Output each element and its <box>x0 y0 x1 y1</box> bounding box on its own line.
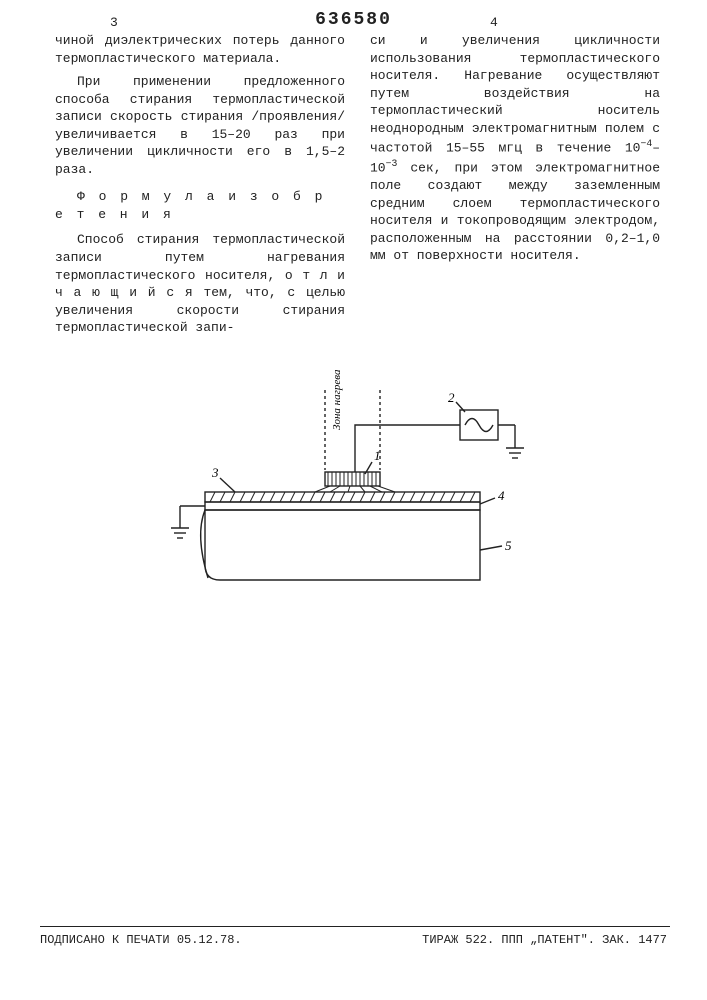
left-p1: чиной диэлектрических потерь данного тер… <box>55 32 345 67</box>
callout-3-line <box>220 478 235 492</box>
label-2: 2 <box>448 390 455 405</box>
label-1: 1 <box>374 448 381 463</box>
electrode-hatch <box>328 472 376 486</box>
label-5: 5 <box>505 538 512 553</box>
substrate-block <box>205 510 480 580</box>
left-p3: Способ стирания термопластической записи… <box>55 231 345 336</box>
right-column: си и увеличения цикличности использовани… <box>370 32 660 271</box>
field-lines <box>315 486 395 492</box>
sup-1: −4 <box>640 138 652 149</box>
footer-rule <box>40 926 670 927</box>
patent-number: 636580 <box>315 8 392 32</box>
right-p1-a: си и увеличения цикличности использовани… <box>370 33 660 156</box>
left-column: чиной диэлектрических потерь данного тер… <box>55 32 345 343</box>
right-p1-c: сек, при этом электромагнитное поле созд… <box>370 160 660 263</box>
column-number-left: 3 <box>110 14 118 32</box>
figure-svg: 3 1 2 4 5 Зона нагрева <box>160 370 560 620</box>
column-number-right: 4 <box>490 14 498 32</box>
right-p1: си и увеличения цикличности использовани… <box>370 32 660 265</box>
sine-icon <box>465 419 493 432</box>
thermoplastic-hatch <box>210 492 475 502</box>
callout-4-line <box>480 498 495 504</box>
left-p2: При применении предложенного способа сти… <box>55 73 345 178</box>
figure: 3 1 2 4 5 Зона нагрева <box>160 370 560 620</box>
callout-5-line <box>480 546 502 550</box>
sup-2: −3 <box>386 158 398 169</box>
label-4: 4 <box>498 488 505 503</box>
footer-right: ТИРАЖ 522. ППП „ПАТЕНТ". ЗАК. 1477 <box>422 932 667 948</box>
formula-title: Ф о р м у л а и з о б р е т е н и я <box>55 188 345 223</box>
generator-ground-icon <box>506 448 524 458</box>
heating-zone-label: Зона нагрева <box>331 370 343 430</box>
page: 636580 3 4 чиной диэлектрических потерь … <box>0 0 707 1000</box>
middle-layer <box>205 502 480 510</box>
label-3: 3 <box>211 465 219 480</box>
layer-ground-icon <box>171 528 189 538</box>
